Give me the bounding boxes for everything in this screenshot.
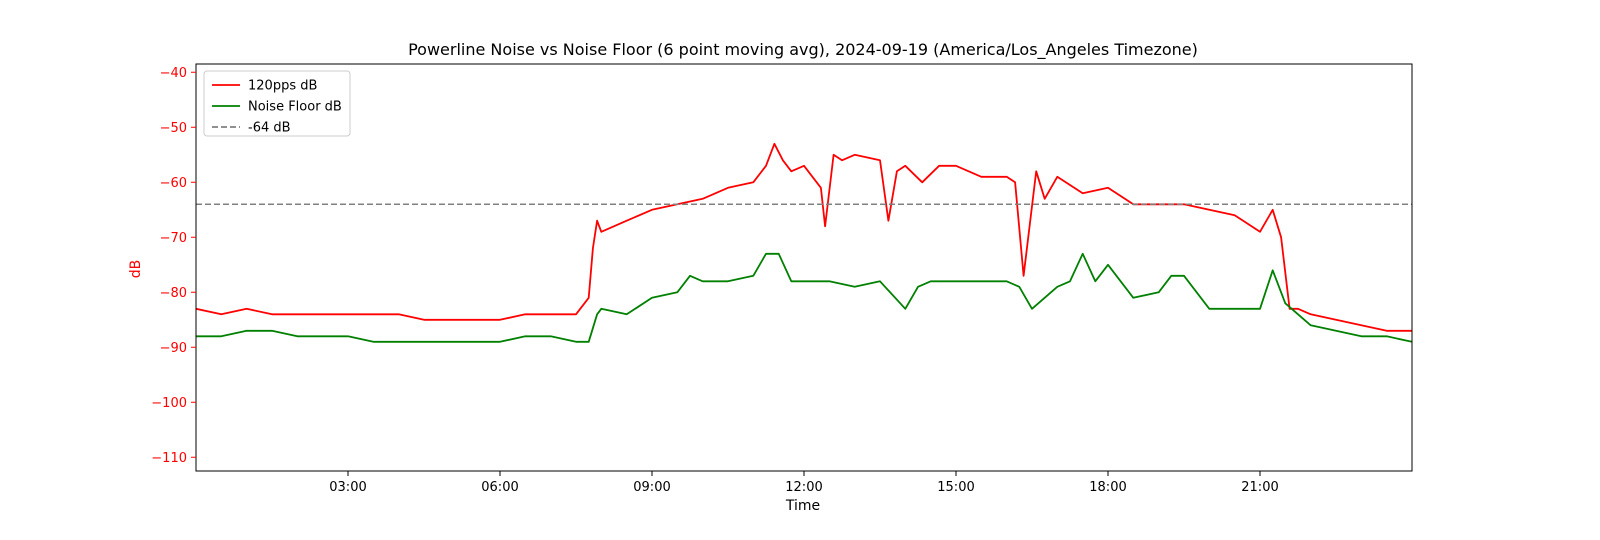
y-tick-label: −80 (160, 286, 187, 301)
chart-title: Powerline Noise vs Noise Floor (6 point … (408, 40, 1198, 60)
y-tick-label: −110 (151, 451, 187, 466)
plot-area (196, 142, 1412, 343)
y-tick-label: −100 (151, 396, 187, 411)
legend: 120pps dB Noise Floor dB -64 dB (203, 70, 351, 137)
x-tick-label: 03:00 (329, 480, 366, 495)
y-tick-label: −70 (160, 231, 187, 246)
series-line-1 (196, 252, 1412, 343)
axes: 03:00 06:00 09:00 12:00 15:00 18:00 21:00 −40 −5… (151, 63, 1413, 495)
plot-frame (195, 63, 1413, 472)
x-tick-label: 21:00 (1241, 480, 1278, 495)
legend-label: 120pps dB (248, 79, 317, 94)
y-axis-label: dB (128, 260, 144, 279)
legend-label: Noise Floor dB (248, 100, 342, 115)
x-axis-label: Time (785, 498, 820, 514)
x-tick-label: 18:00 (1089, 480, 1126, 495)
y-tick-label: −50 (160, 121, 187, 136)
x-tick-label: 09:00 (633, 480, 670, 495)
series-line-0 (196, 142, 1412, 332)
x-tick-label: 15:00 (937, 480, 974, 495)
x-tick-label: 06:00 (481, 480, 518, 495)
y-tick-label: −40 (160, 66, 187, 81)
legend-label: -64 dB (248, 121, 291, 136)
x-tick-label: 12:00 (785, 480, 822, 495)
y-tick-label: −60 (160, 176, 187, 191)
legend-box (203, 70, 351, 137)
y-tick-label: −90 (160, 341, 187, 356)
